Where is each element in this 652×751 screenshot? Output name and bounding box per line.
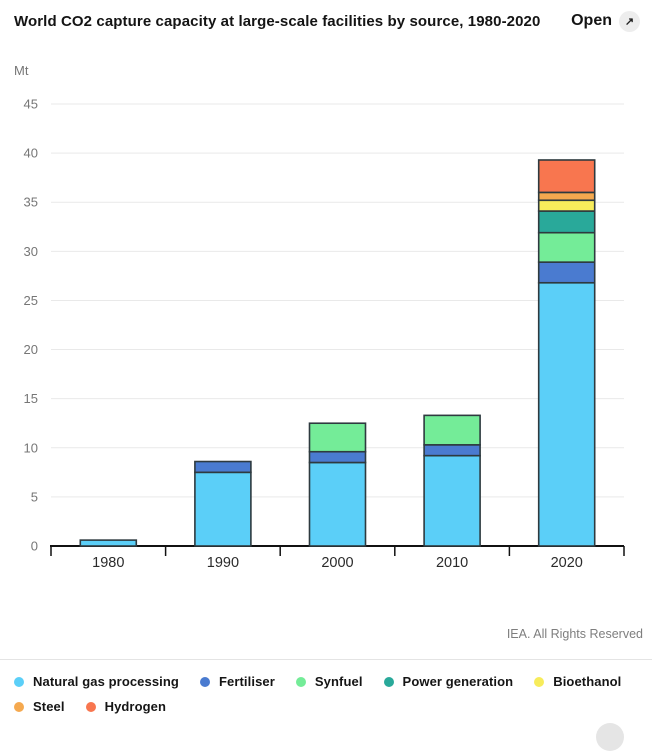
open-button-label: Open [571, 12, 612, 29]
y-axis-tick-label: 35 [24, 195, 38, 210]
bar-segment[interactable] [194, 460, 252, 474]
bar-segment[interactable] [537, 261, 596, 284]
legend-item-bioethanol[interactable]: Bioethanol [534, 674, 621, 689]
legend-item-natural-gas-processing[interactable]: Natural gas processing [14, 674, 179, 689]
chart-legend: Natural gas processing Fertiliser Synfuel P… [14, 674, 642, 714]
legend-dot [295, 676, 306, 687]
bar-segment[interactable] [79, 539, 138, 547]
y-axis-tick-label: 0 [31, 539, 38, 554]
x-axis-tick-label: 1990 [207, 555, 239, 571]
legend-item-synfuel[interactable]: Synfuel [295, 674, 363, 689]
legend-dot [534, 676, 545, 687]
legend-label: Natural gas processing [33, 674, 179, 689]
x-axis-tick-label: 2010 [436, 555, 468, 571]
bar-segment[interactable] [194, 471, 252, 547]
bar-segment[interactable] [537, 191, 596, 202]
bar-segment[interactable] [537, 281, 596, 547]
chart-title: World CO2 capture capacity at large-scal… [14, 12, 541, 30]
legend-item-power-generation[interactable]: Power generation [383, 674, 514, 689]
bar-segment[interactable] [537, 231, 596, 263]
bar-segment[interactable] [423, 414, 481, 446]
y-axis-tick-label: 5 [31, 489, 38, 504]
stacked-bar-chart: 0 5 10 15 20 25 30 35 40 45 1980 1990 2000 2010 2020 [24, 97, 625, 571]
legend-item-steel[interactable]: Steel [14, 699, 65, 714]
y-axis-tick-label: 45 [24, 97, 38, 112]
legend-dot [199, 676, 210, 687]
legend-dot [14, 676, 24, 687]
bar-segment[interactable] [537, 210, 596, 234]
legend-item-fertiliser[interactable]: Fertiliser [199, 674, 275, 689]
legend-label: Hydrogen [104, 699, 167, 714]
external-link-icon: ↗ [619, 10, 640, 32]
y-axis-tick-label: 40 [24, 146, 38, 161]
y-axis-tick-label: 30 [24, 244, 38, 259]
scroll-button-partial[interactable] [596, 723, 624, 751]
bar-segment[interactable] [308, 461, 367, 547]
y-axis-unit-label: Mt [14, 63, 29, 78]
chart-header: World CO2 capture capacity at large-scal… [0, 0, 652, 42]
open-button[interactable]: Open ↗ [571, 10, 640, 32]
x-axis-tick-label: 2020 [551, 555, 583, 571]
legend-item-hydrogen[interactable]: Hydrogen [85, 699, 167, 714]
y-axis-tick-label: 25 [24, 293, 38, 308]
legend-dot [14, 701, 24, 712]
footer-divider [0, 659, 652, 660]
bar-segment[interactable] [308, 450, 367, 464]
legend-dot [85, 701, 96, 712]
bar-segment[interactable] [537, 159, 596, 194]
legend-label: Power generation [402, 674, 514, 689]
bar-segment[interactable] [537, 199, 596, 212]
x-axis-tick-label: 1980 [92, 555, 124, 571]
legend-label: Steel [33, 699, 65, 714]
legend-label: Bioethanol [553, 674, 622, 689]
legend-label: Synfuel [314, 674, 363, 689]
copyright-text: IEA. All Rights Reserved [506, 627, 643, 641]
legend-label: Fertiliser [218, 674, 275, 689]
x-axis-tick-label: 2000 [321, 555, 353, 571]
y-axis-tick-label: 15 [24, 391, 38, 406]
y-axis-tick-label: 20 [24, 342, 38, 357]
legend-dot [383, 676, 394, 687]
bar-segment[interactable] [423, 444, 481, 457]
bar-segment[interactable] [423, 454, 481, 547]
bar-segment[interactable] [308, 422, 367, 453]
y-axis-tick-label: 10 [24, 440, 38, 455]
